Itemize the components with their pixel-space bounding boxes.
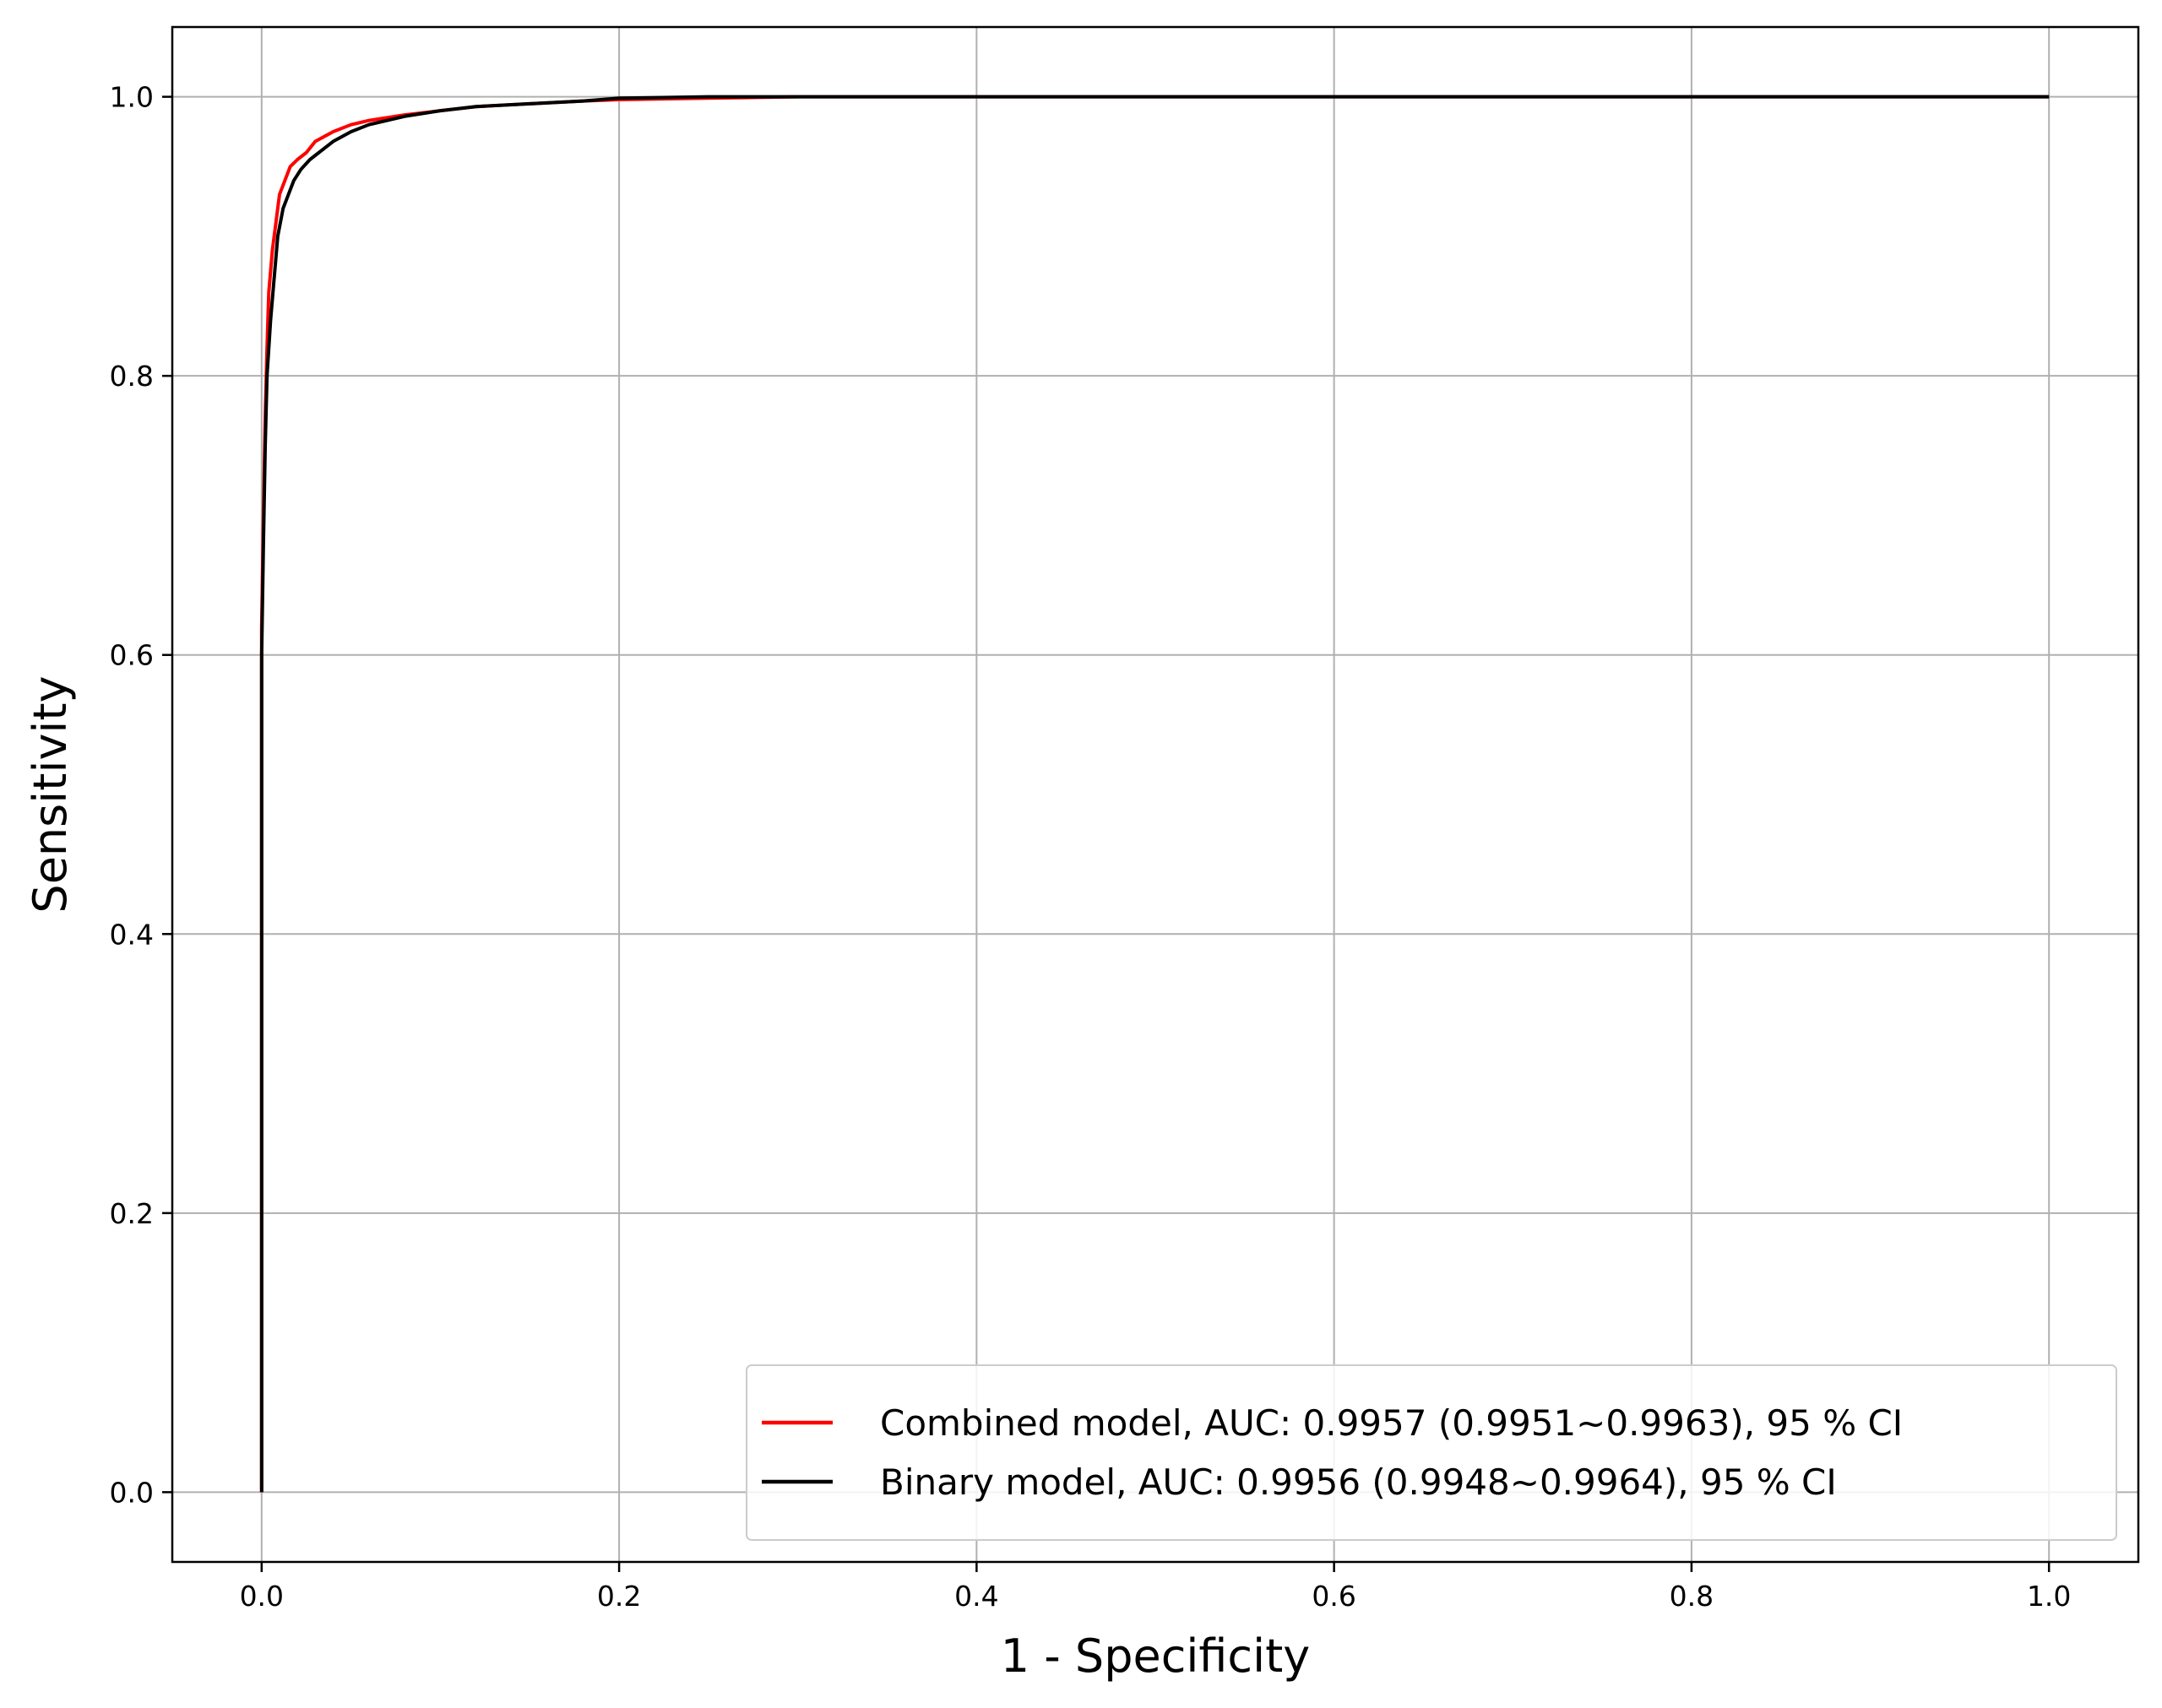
series-layer xyxy=(259,95,2050,1493)
x-tick-label: 0.6 xyxy=(1312,1580,1355,1613)
legend: Combined model, AUC: 0.9957 (0.9951~0.99… xyxy=(746,1364,2117,1541)
x-tick-label: 0.0 xyxy=(240,1580,284,1613)
legend-label-1: Combined model, AUC: 0.9957 (0.9951~0.99… xyxy=(880,1402,1903,1444)
legend-label-2: Binary model, AUC: 0.9956 (0.9948~0.9964… xyxy=(880,1461,1837,1503)
y-tick-label: 0.6 xyxy=(110,639,154,672)
series-line-2 xyxy=(259,95,2050,1493)
legend-box xyxy=(746,1364,2117,1541)
y-axis-title: Sensitivity xyxy=(24,675,77,913)
x-tick-label: 0.2 xyxy=(597,1580,641,1613)
y-tick-label: 0.8 xyxy=(110,360,154,393)
x-tick-label: 0.8 xyxy=(1670,1580,1714,1613)
y-tick-label: 0.4 xyxy=(110,918,154,951)
axes-frame xyxy=(171,25,2140,1564)
x-tick-label: 0.4 xyxy=(954,1580,998,1613)
y-tick-label: 0.0 xyxy=(110,1476,154,1509)
grid-lines xyxy=(172,27,2138,1562)
y-axis: 0.0 0.2 0.4 0.6 0.8 1.0 xyxy=(110,81,172,1509)
y-tick-label: 0.2 xyxy=(110,1197,154,1230)
x-tick-label: 1.0 xyxy=(2027,1580,2071,1613)
x-axis-title: 1 - Specificity xyxy=(1001,1629,1310,1683)
y-tick-label: 1.0 xyxy=(110,81,154,114)
x-axis: 0.0 0.2 0.4 0.6 0.8 1.0 xyxy=(240,1562,2071,1613)
